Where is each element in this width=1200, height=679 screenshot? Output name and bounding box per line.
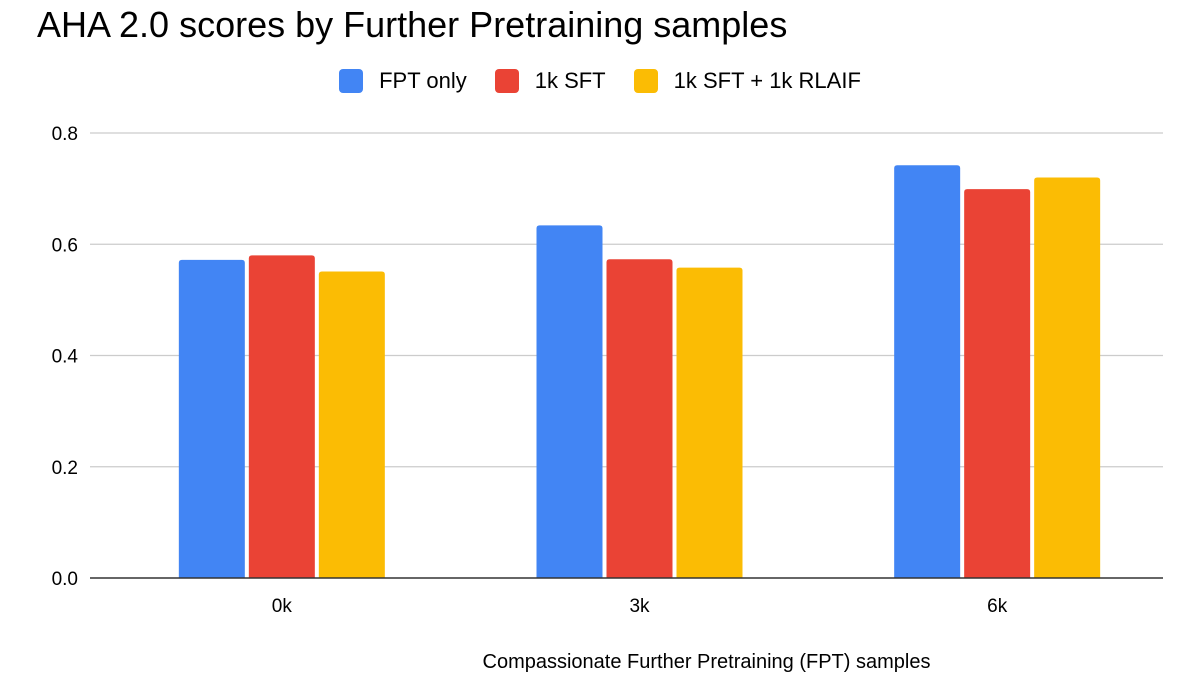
legend-label-fpt-only: FPT only [379,68,467,93]
bar [1034,177,1101,578]
chart-title: AHA 2.0 scores by Further Pretraining sa… [37,4,788,45]
legend-label-1k-sft-rlaif: 1k SFT + 1k RLAIF [673,68,861,93]
x-tick-label: 6k [987,596,1008,617]
y-tick-label: 0.8 [52,124,78,145]
legend-swatch-1k-sft-rlaif [633,69,658,93]
legend-swatch-1k-sft [494,69,519,93]
y-tick-label: 0.4 [52,347,79,368]
legend-swatch-fpt-only [339,69,364,93]
bar [676,267,743,578]
y-tick-label: 0.2 [52,458,78,479]
x-tick-labels: 0k 3k 6k [272,596,1008,617]
x-tick-label: 3k [629,596,650,617]
y-tick-label: 0.0 [52,569,78,590]
y-tick-label: 0.6 [52,235,78,256]
bar [536,225,603,578]
legend-item-1k-sft: 1k SFT [494,68,606,94]
y-tick-labels: 0.0 0.2 0.4 0.6 0.8 [52,124,79,590]
bar [318,271,385,578]
x-tick-label: 0k [272,596,293,617]
legend-item-1k-sft-rlaif: 1k SFT + 1k RLAIF [633,68,861,94]
legend-item-fpt-only: FPT only [339,68,467,94]
bar [964,189,1031,578]
bar [248,255,315,578]
bar [606,259,673,578]
bar [178,259,245,578]
legend-label-1k-sft: 1k SFT [534,68,606,93]
bar [894,165,961,578]
legend: FPT only 1k SFT 1k SFT + 1k RLAIF [0,68,1200,94]
x-axis-title: Compassionate Further Pretraining (FPT) … [483,651,931,673]
bars [178,165,1101,578]
